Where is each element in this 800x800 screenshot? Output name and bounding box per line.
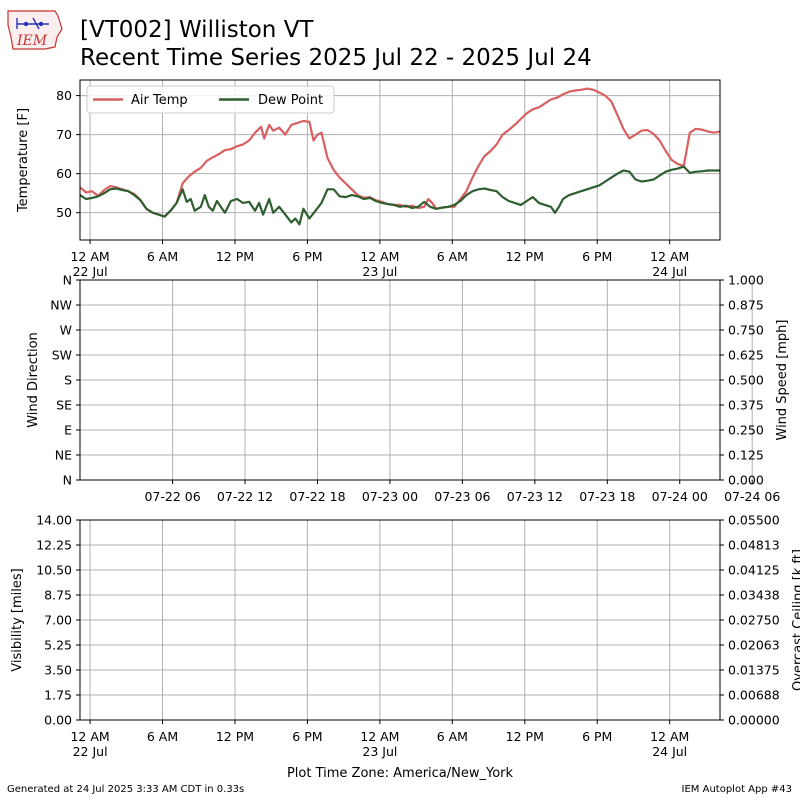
wind-direction-tick-label: SW (52, 348, 72, 363)
ceiling-tick-label: 0.02063 (728, 638, 780, 653)
wind-direction-tick-label: W (60, 323, 72, 338)
wind-speed-tick-label: 0.500 (728, 373, 764, 388)
x-tick-label: 12 PM (506, 249, 544, 264)
x-tick-label: 12 AM (360, 249, 399, 264)
x-tick-label: 6 AM (437, 729, 468, 744)
ceiling-tick-label: 0.03438 (728, 588, 780, 603)
svg-text:IEM: IEM (16, 33, 48, 49)
wind-direction-tick-label: SE (56, 398, 72, 413)
ceiling-tick-label: 0.05500 (728, 513, 780, 528)
visibility-tick-label: 7.00 (44, 613, 72, 628)
x-tick-label: 6 PM (292, 249, 322, 264)
x-tick-date-label: 22 Jul (73, 744, 108, 759)
x-tick-label: 12 AM (70, 729, 109, 744)
visibility-tick-label: 14.00 (36, 513, 72, 528)
x-tick-label: 12 AM (70, 249, 109, 264)
wind-speed-tick-label: 0.250 (728, 423, 764, 438)
x-tick-label: 6 AM (437, 249, 468, 264)
x-tick-label: 12 PM (216, 729, 254, 744)
chart-title-period: Recent Time Series 2025 Jul 22 - 2025 Ju… (80, 45, 592, 71)
ceiling-tick-label: 0.00000 (728, 713, 780, 728)
ceiling-tick-label: 0.01375 (728, 663, 780, 678)
wind-direction-axis-label: Wind Direction (26, 332, 41, 428)
visibility-tick-label: 1.75 (44, 688, 72, 703)
x-tick-label: 12 AM (650, 249, 689, 264)
ceiling-tick-label: 0.02750 (728, 613, 780, 628)
x-tick-label: 6 AM (147, 729, 178, 744)
x-tick-date-label: 24 Jul (652, 264, 687, 279)
y-tick-label: 70 (56, 127, 72, 142)
wind-speed-tick-label: 0.875 (728, 298, 764, 313)
visibility-tick-label: 0.00 (44, 713, 72, 728)
x-tick-label: 07-22 06 (144, 489, 200, 504)
app-label: IEM Autoplot App #43 (681, 784, 792, 795)
x-tick-label: 07-22 18 (289, 489, 345, 504)
x-tick-label: 12 AM (650, 729, 689, 744)
ceiling-tick-label: 0.04813 (728, 538, 780, 553)
x-tick-date-label: 24 Jul (652, 744, 687, 759)
y-tick-label: 80 (56, 88, 72, 103)
x-tick-label: 6 PM (582, 249, 612, 264)
generated-note: Generated at 24 Jul 2025 3:33 AM CDT in … (7, 784, 245, 795)
wind-direction-tick-label: S (64, 373, 72, 388)
wind-direction-tick-label: E (64, 423, 72, 438)
visibility-tick-label: 5.25 (44, 638, 72, 653)
chart-title-station: [VT002] Williston VT (80, 17, 314, 43)
wind-direction-tick-label: N (63, 273, 72, 288)
time-zone-axis-label: Plot Time Zone: America/New_York (287, 766, 514, 781)
visibility-tick-label: 8.75 (44, 588, 72, 603)
wind-speed-tick-label: 1.000 (728, 273, 764, 288)
x-tick-label: 6 AM (147, 249, 178, 264)
x-tick-label: 12 PM (216, 249, 254, 264)
x-tick-label: 07-23 18 (579, 489, 635, 504)
legend-label-air-temp: Air Temp (131, 93, 188, 108)
wind-speed-tick-label: 0.625 (728, 348, 764, 363)
visibility-tick-label: 3.50 (44, 663, 72, 678)
ceiling-tick-label: 0.04125 (728, 563, 780, 578)
visibility-tick-label: 12.25 (36, 538, 72, 553)
x-tick-label: 6 PM (582, 729, 612, 744)
visibility-axis-label: Visibility [miles] (10, 568, 25, 671)
temperature-axis-label: Temperature [F] (16, 108, 31, 213)
wind-speed-tick-label: 0.125 (728, 448, 764, 463)
x-tick-label: 07-23 00 (362, 489, 418, 504)
y-tick-label: 60 (56, 166, 72, 181)
chart-legend: Air Temp Dew Point (86, 85, 335, 114)
x-tick-label: 6 PM (292, 729, 322, 744)
x-tick-label: 12 PM (506, 729, 544, 744)
visibility-tick-label: 10.50 (36, 563, 72, 578)
ceiling-tick-label: 0.00688 (728, 688, 780, 703)
legend-label-dew-point: Dew Point (258, 93, 323, 108)
wind-speed-tick-label: 0.750 (728, 323, 764, 338)
wind-direction-tick-label: NE (55, 448, 72, 463)
x-tick-label: 07-22 12 (217, 489, 273, 504)
wind-speed-tick-label: 0.000 (728, 473, 764, 488)
wind-direction-tick-label: N (63, 473, 72, 488)
temperature-plot-frame (79, 79, 721, 241)
iem-logo: IEM (7, 10, 63, 50)
wind-direction-tick-label: NW (50, 298, 72, 313)
x-tick-date-label: 23 Jul (362, 264, 397, 279)
wind-speed-tick-label: 0.375 (728, 398, 764, 413)
x-tick-label: 07-23 12 (507, 489, 563, 504)
x-tick-label: 07-24 00 (652, 489, 708, 504)
x-tick-date-label: 23 Jul (362, 744, 397, 759)
ceiling-axis-label: Overcast Ceiling [k ft] (791, 549, 800, 691)
x-tick-date-label: 22 Jul (73, 264, 108, 279)
x-tick-label: 12 AM (360, 729, 399, 744)
dew-point-line (79, 165, 720, 226)
x-tick-label: 07-23 06 (434, 489, 490, 504)
legend-box (86, 85, 335, 114)
x-tick-label: 07-24 06 (724, 489, 780, 504)
wind-speed-axis-label: Wind Speed [mph] (775, 320, 790, 441)
y-tick-label: 50 (56, 205, 72, 220)
